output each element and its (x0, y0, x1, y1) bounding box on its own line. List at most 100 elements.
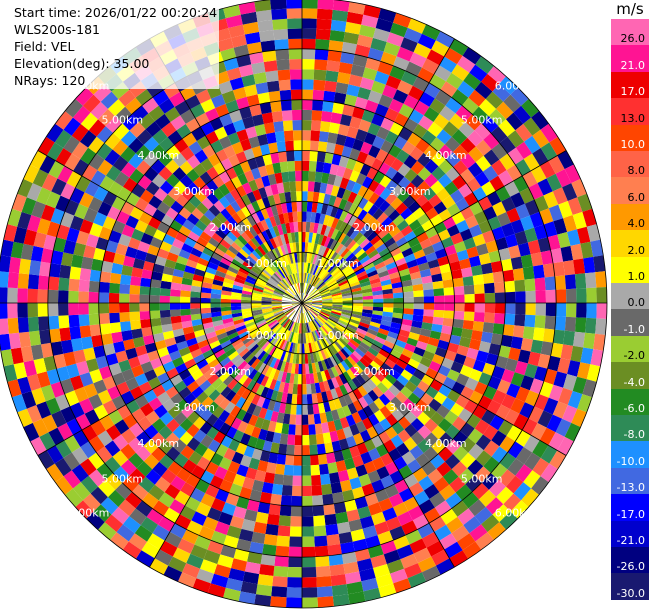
range-gate (483, 424, 499, 441)
range-gate (415, 138, 430, 153)
range-gate (73, 430, 89, 447)
range-gate (305, 322, 309, 334)
range-gate (423, 303, 435, 310)
range-gate (283, 293, 293, 299)
range-gate (266, 239, 275, 251)
range-gate (422, 58, 440, 75)
range-gate (104, 514, 123, 533)
range-gate (215, 228, 227, 239)
range-gate (240, 433, 251, 446)
range-gate (383, 298, 394, 303)
range-gate (366, 378, 377, 390)
range-gate (308, 160, 317, 172)
range-gate (576, 288, 587, 303)
range-gate (422, 187, 437, 201)
range-ring-label: 3.00km (173, 185, 215, 198)
range-gate (157, 221, 170, 234)
range-gate (344, 269, 355, 278)
range-gate (316, 316, 325, 325)
range-gate (320, 311, 330, 317)
range-gate (332, 298, 343, 302)
range-gate (83, 207, 98, 223)
range-gate (321, 309, 331, 314)
range-gate (287, 212, 294, 223)
range-gate (476, 350, 489, 363)
range-gate (359, 224, 370, 235)
range-gate (337, 321, 348, 329)
range-gate (289, 286, 296, 296)
range-gate (289, 242, 294, 254)
range-gate (245, 278, 256, 285)
range-gate (534, 277, 546, 291)
range-gate (382, 311, 393, 318)
range-gate (378, 247, 390, 258)
range-gate (98, 226, 113, 241)
range-gate (379, 187, 392, 201)
range-gate (562, 405, 578, 423)
range-gate (446, 72, 464, 90)
range-gate (48, 427, 65, 446)
range-gate (302, 577, 317, 588)
range-gate (223, 360, 234, 371)
range-gate (246, 255, 257, 265)
range-gate (33, 358, 47, 374)
range-gate (222, 219, 234, 232)
range-gate (409, 445, 424, 460)
range-gate (312, 253, 318, 265)
range-gate (148, 376, 162, 390)
range-gate (364, 154, 376, 168)
range-gate (352, 399, 363, 412)
range-gate (231, 558, 247, 572)
range-gate (461, 267, 473, 278)
range-gate (306, 262, 311, 274)
range-gate (494, 281, 506, 293)
range-gate (431, 273, 443, 283)
range-gate (543, 397, 559, 415)
range-gate (288, 310, 296, 319)
range-gate (285, 290, 295, 297)
range-gate (76, 230, 90, 246)
range-gate (330, 206, 339, 218)
range-gate (431, 40, 450, 57)
range-gate (433, 391, 447, 405)
range-gate (315, 266, 323, 277)
range-gate (274, 39, 289, 51)
range-ring-label: 4.00km (137, 149, 179, 162)
range-gate (445, 424, 460, 440)
range-gate (367, 544, 384, 559)
range-gate (221, 290, 232, 296)
range-gate (261, 303, 272, 306)
range-gate (135, 445, 151, 462)
range-gate (317, 141, 328, 153)
range-gate (150, 279, 162, 289)
range-gate (333, 450, 345, 463)
range-gate (550, 248, 564, 264)
range-gate (360, 141, 373, 155)
range-gate (261, 112, 274, 124)
range-gate (580, 241, 594, 259)
range-gate (75, 175, 91, 193)
range-gate (270, 100, 282, 113)
range-gate (475, 56, 494, 74)
range-gate (292, 211, 298, 223)
range-gate (358, 277, 370, 285)
range-gate (381, 284, 393, 291)
range-gate (164, 337, 177, 347)
range-gate (123, 255, 136, 268)
range-gate (200, 297, 211, 303)
range-gate (487, 66, 507, 84)
range-gate (267, 420, 277, 433)
range-gate (478, 372, 492, 386)
range-gate (152, 461, 168, 477)
range-gate (210, 573, 229, 588)
range-gate (164, 106, 181, 122)
range-gate (469, 524, 488, 542)
range-gate (98, 365, 113, 380)
range-gate (546, 414, 563, 433)
range-gate (261, 255, 270, 266)
colorbar-cell: 13.0 (611, 98, 649, 126)
range-gate (247, 41, 263, 55)
range-gate (342, 426, 353, 439)
range-gate (280, 245, 287, 256)
range-gate (483, 149, 500, 166)
